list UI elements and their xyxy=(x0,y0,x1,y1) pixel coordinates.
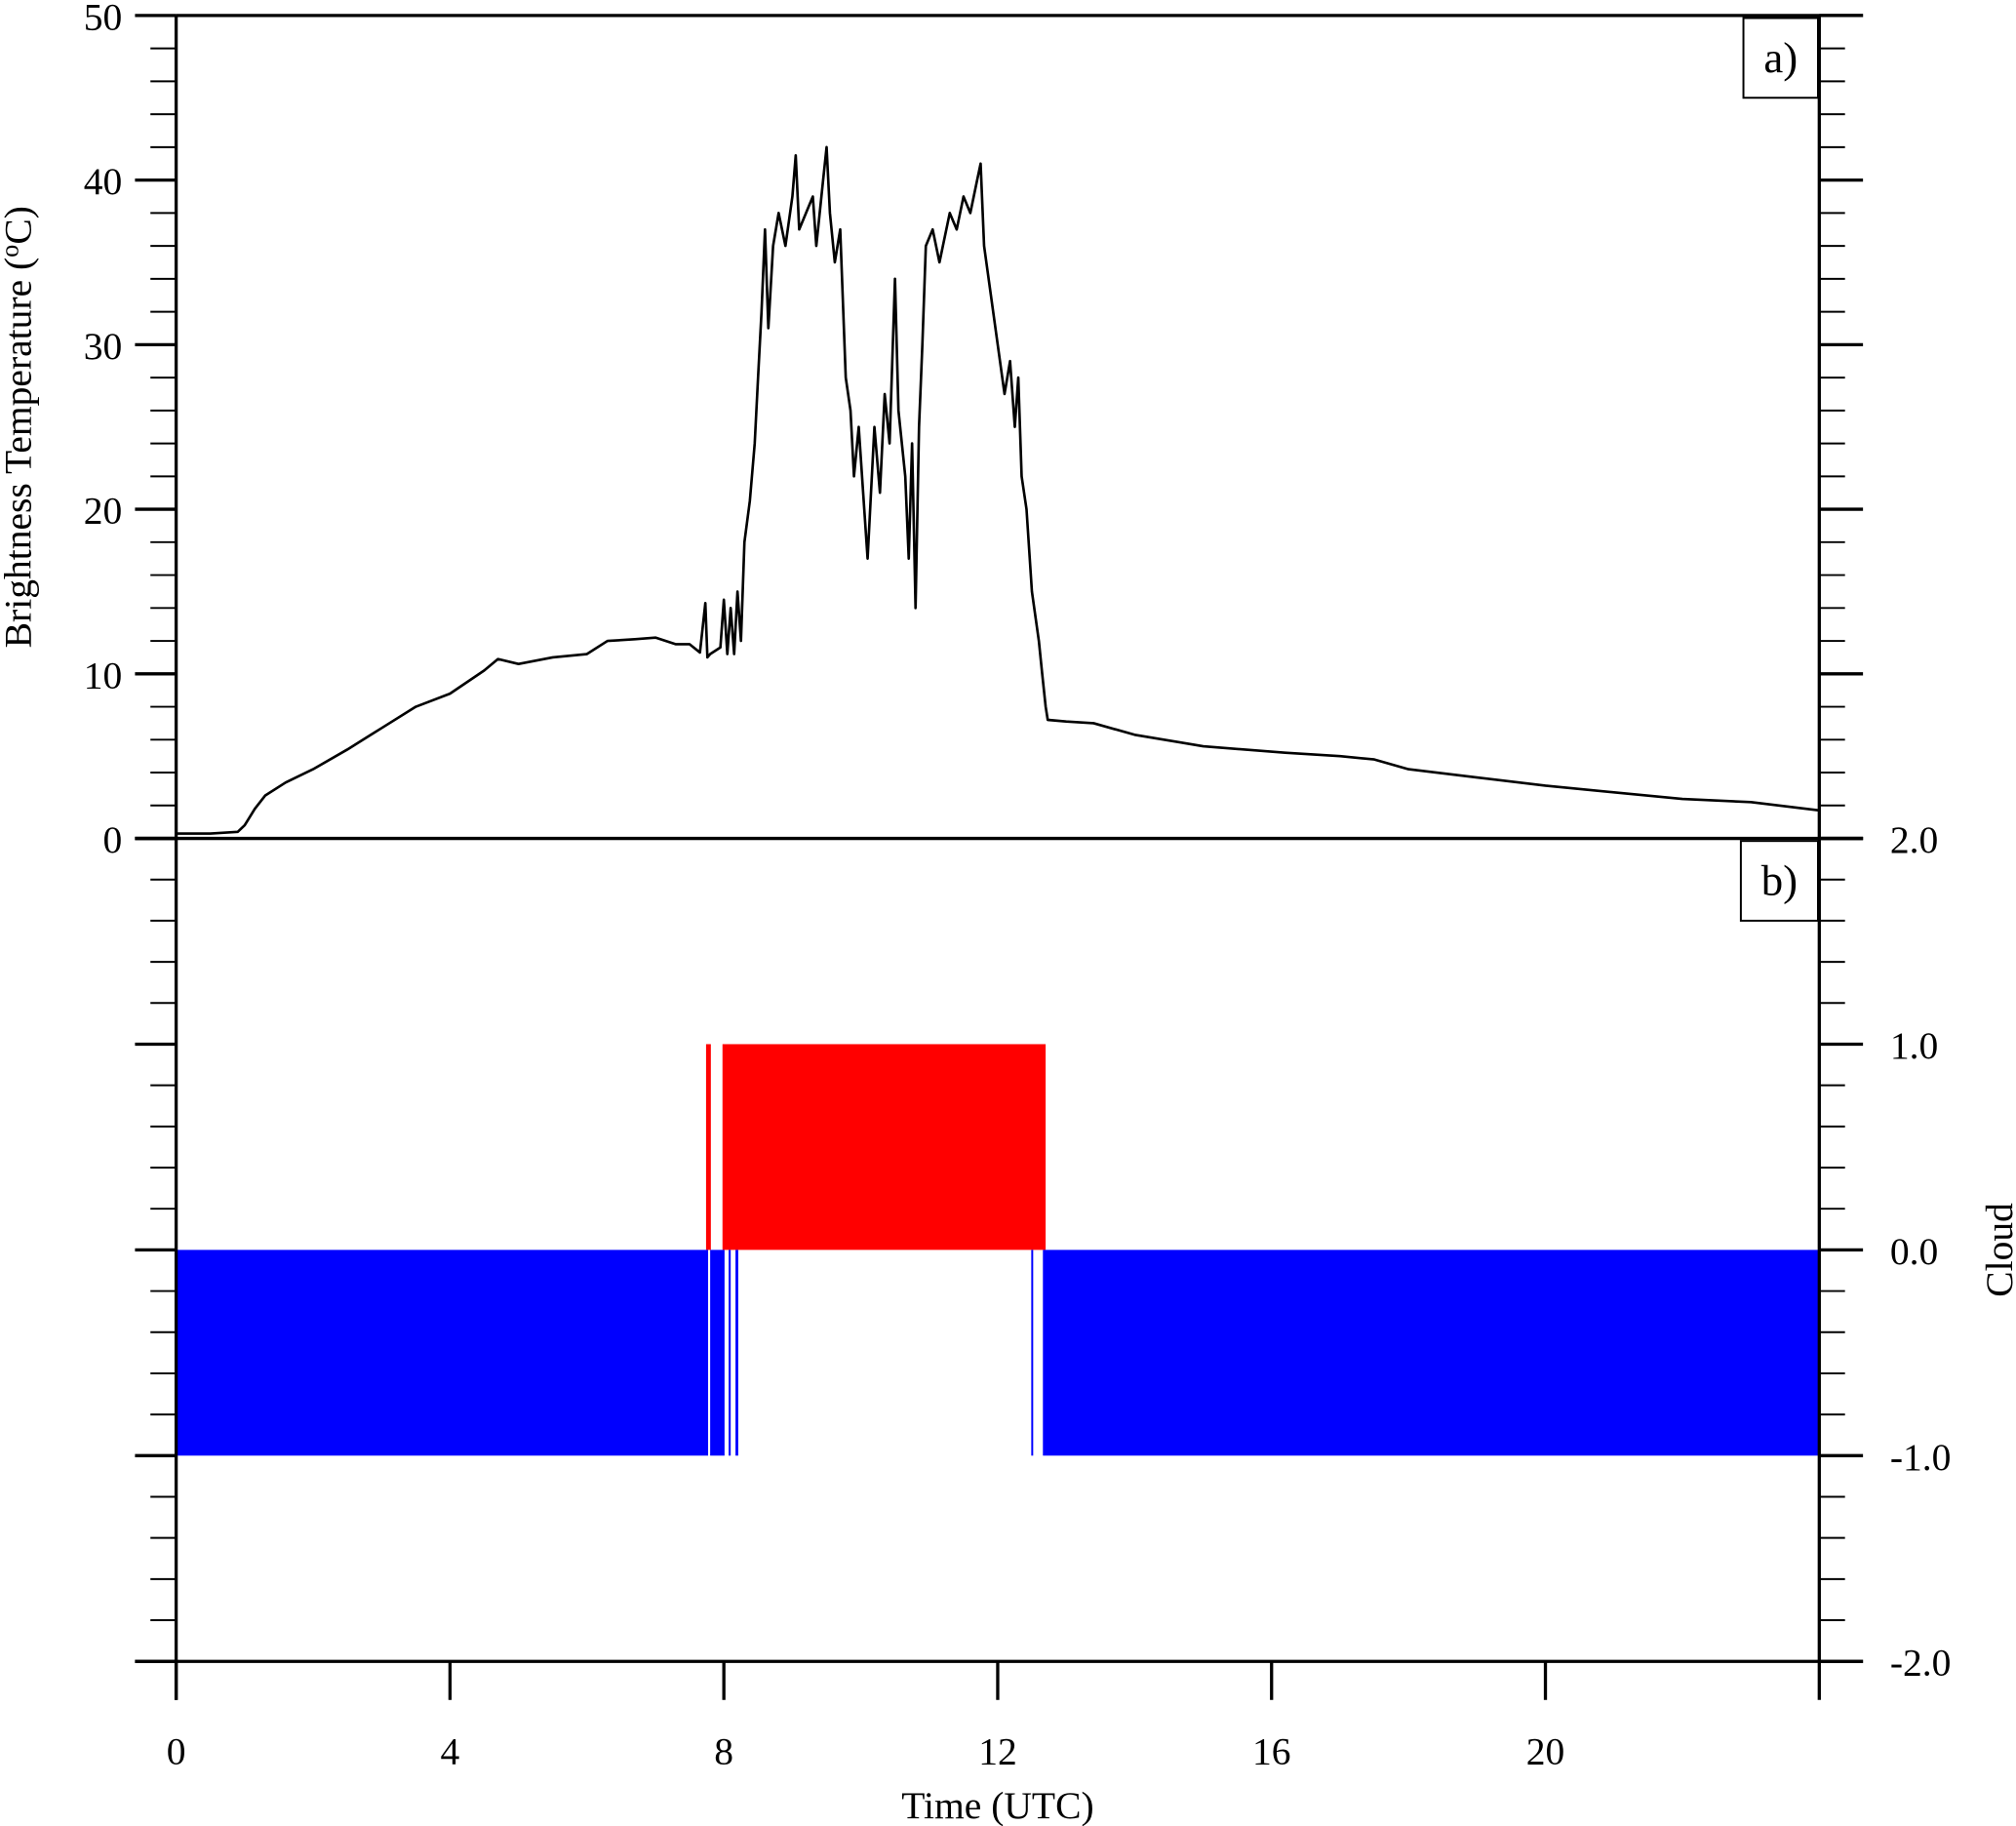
x-axis-label: Time (UTC) xyxy=(901,1784,1093,1826)
y-axis-label-a: Brightness Temperature (oC) xyxy=(0,206,40,648)
clear-bar xyxy=(1031,1250,1034,1456)
chart-axes: 0 10 20 30 40 50 2.0 1.0 0.0 -1.0 -2.0 0 4 8 12 16 20 xyxy=(84,0,1952,1773)
x-tick-label: 20 xyxy=(1526,1730,1565,1773)
clear-bar xyxy=(176,1250,709,1456)
cloud-bar xyxy=(722,1044,1047,1250)
clear-bar xyxy=(729,1250,731,1456)
y-tick-label-b: 1.0 xyxy=(1890,1024,1938,1067)
y-axis-label-b: Cloud xyxy=(1978,1203,2016,1297)
x-tick-label: 4 xyxy=(441,1730,460,1773)
y-tick-label-b: -1.0 xyxy=(1890,1436,1952,1479)
cloud-bar xyxy=(705,1044,711,1250)
x-tick-label: 12 xyxy=(978,1730,1017,1773)
y-tick-label-a: 20 xyxy=(84,490,123,533)
y-tick-label-a: 10 xyxy=(84,654,123,696)
y-tick-label-a: 0 xyxy=(102,818,122,861)
clear-bar xyxy=(1043,1250,1820,1456)
clear-bar xyxy=(735,1250,738,1456)
x-tick-label: 0 xyxy=(167,1730,186,1773)
y-tick-label-a: 50 xyxy=(84,0,123,38)
y-tick-label-b: 2.0 xyxy=(1890,818,1938,861)
x-tick-label: 8 xyxy=(714,1730,733,1773)
panel-a-label: a) xyxy=(1763,33,1798,82)
y-tick-label-a: 40 xyxy=(84,160,123,203)
panel-b-label-box xyxy=(1739,840,1819,922)
chart-marks xyxy=(176,145,1820,1456)
x-tick-label: 16 xyxy=(1252,1730,1291,1773)
clear-bar xyxy=(710,1250,725,1456)
y-tick-label-b: -2.0 xyxy=(1890,1642,1952,1685)
brightness-temperature-line xyxy=(176,145,1820,835)
panel-b-label: b) xyxy=(1761,856,1798,905)
panel-a-label-box xyxy=(1742,17,1819,99)
y-tick-label-b: 0.0 xyxy=(1890,1230,1938,1273)
y-tick-label-a: 30 xyxy=(84,325,123,368)
